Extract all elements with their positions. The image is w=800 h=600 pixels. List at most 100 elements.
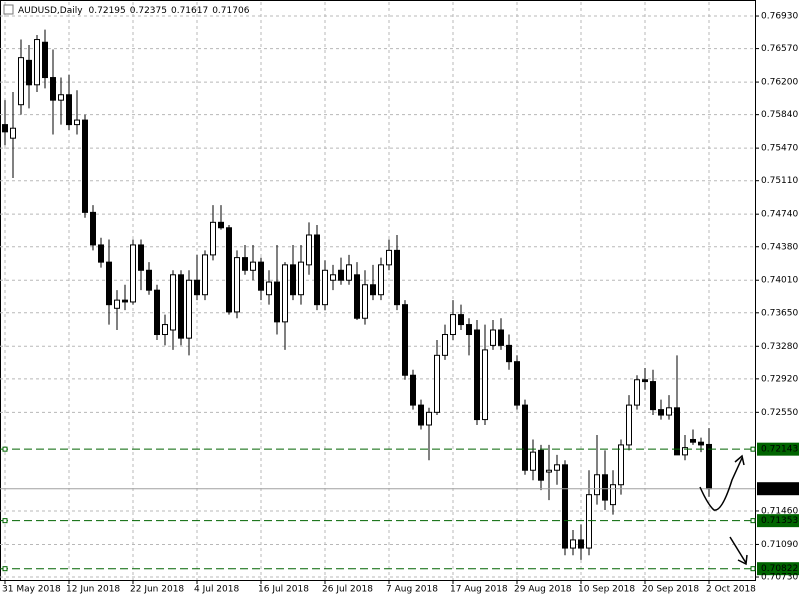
candle-body — [306, 234, 312, 266]
level-label-bg — [757, 562, 799, 576]
y-tick-label: 0.71460 — [761, 506, 798, 516]
candle-body — [202, 254, 208, 296]
candle-body — [506, 344, 512, 363]
candle-body — [210, 221, 216, 256]
candle-body — [498, 329, 504, 346]
candle-body — [2, 124, 8, 133]
candle-body — [250, 261, 256, 271]
candle-body — [82, 119, 88, 213]
level-anchor — [2, 446, 8, 452]
grid-layer — [0, 2, 755, 580]
candle-body — [626, 404, 632, 446]
candle-body — [58, 94, 64, 101]
x-tick-label: 26 Jul 2018 — [322, 585, 373, 595]
candle-body — [458, 314, 464, 326]
candle-body — [658, 409, 664, 416]
y-tick-label: 0.74010 — [761, 276, 798, 286]
symbol-icon — [3, 4, 14, 15]
x-tick-label: 17 Aug 2018 — [450, 585, 508, 595]
candle-body — [450, 314, 456, 336]
forecast-arrow — [699, 457, 743, 511]
candle-body — [618, 444, 624, 486]
candle-body — [570, 539, 576, 549]
candle-body — [34, 39, 40, 86]
candle-body — [26, 59, 32, 86]
candle-body — [698, 441, 704, 446]
candle-body — [170, 274, 176, 331]
candle-body — [610, 484, 616, 506]
candle-body — [362, 284, 368, 319]
candle-body — [226, 227, 232, 313]
candle-body — [274, 281, 280, 323]
candle-body — [442, 334, 448, 356]
candle-body — [554, 464, 560, 471]
y-tick-label: 0.72920 — [761, 374, 798, 384]
candle-body — [522, 404, 528, 471]
candle-body — [490, 329, 496, 346]
candle-body — [130, 244, 136, 303]
candle-body — [426, 411, 432, 426]
candle-body — [162, 324, 168, 336]
candle-body — [562, 464, 568, 549]
level-anchor — [750, 518, 756, 524]
y-tick-label: 0.75840 — [761, 110, 798, 120]
candle-body — [466, 324, 472, 336]
level-label: 0.70822 — [761, 564, 798, 574]
level-label-bg — [757, 442, 799, 456]
candle-body — [354, 274, 360, 319]
y-tick-label: 0.76200 — [761, 78, 798, 88]
candle-body — [474, 329, 480, 421]
price-label: 0.71706 — [761, 484, 798, 494]
y-tick-label: 0.73280 — [761, 342, 798, 352]
candle-body — [290, 264, 296, 296]
y-tick-label: 0.75110 — [761, 176, 798, 186]
candle-body — [370, 284, 376, 296]
candle-body — [682, 447, 688, 456]
x-tick-label: 31 May 2018 — [2, 585, 61, 595]
candle-body — [674, 407, 680, 456]
level-label: 0.72143 — [761, 445, 798, 455]
y-tick-label: 0.74380 — [761, 242, 798, 252]
forecast-arrow — [729, 536, 747, 564]
candle-body — [50, 77, 56, 101]
candle-body — [218, 221, 224, 229]
candle-body — [234, 257, 240, 313]
plot-frame — [0, 0, 756, 581]
candle-body — [138, 244, 144, 271]
x-tick-label: 29 Aug 2018 — [514, 585, 572, 595]
x-tick-label: 16 Jul 2018 — [258, 585, 309, 595]
candle-body — [346, 264, 352, 281]
arrow-head — [734, 454, 745, 466]
candle-body — [106, 261, 112, 306]
candle-body — [538, 449, 544, 481]
candle-body — [546, 469, 552, 473]
candle-body — [594, 474, 600, 496]
level-anchor — [2, 518, 8, 524]
level-anchor — [750, 566, 756, 572]
price-label-bg — [757, 482, 799, 496]
x-tick-label: 2 Oct 2018 — [706, 585, 756, 595]
chart-title: AUDUSD,Daily — [18, 6, 83, 16]
candle-body — [258, 261, 264, 291]
candle-body — [378, 264, 384, 296]
y-tick-label: 0.70730 — [761, 573, 798, 583]
candle-body — [194, 279, 200, 296]
candle-body — [266, 281, 272, 296]
y-tick-label: 0.76570 — [761, 44, 798, 54]
last-high: 0.72375 — [130, 6, 167, 16]
candle-body — [330, 274, 336, 281]
candle-body — [530, 451, 536, 471]
candle-body — [242, 257, 248, 271]
y-tick-label: 0.72550 — [761, 408, 798, 418]
candle-body — [186, 279, 192, 339]
x-tick-label: 10 Sep 2018 — [578, 585, 635, 595]
x-tick-label: 7 Aug 2018 — [386, 585, 438, 595]
level-anchor — [750, 446, 756, 452]
candles — [2, 29, 712, 560]
candle-body — [394, 249, 400, 306]
candle-body — [42, 41, 48, 79]
candle-body — [482, 349, 488, 421]
x-tick-label: 22 Jun 2018 — [130, 585, 184, 595]
level-anchor — [2, 566, 8, 572]
